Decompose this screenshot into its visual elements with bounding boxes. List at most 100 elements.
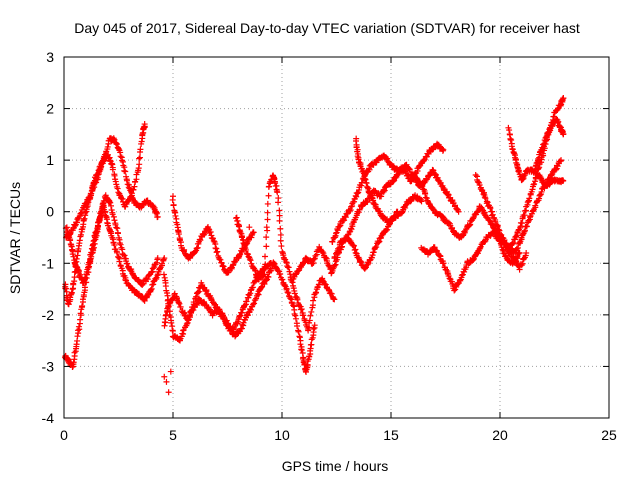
- data-point: [175, 231, 182, 238]
- x-tick-label: 15: [383, 427, 399, 443]
- data-point: [341, 217, 348, 224]
- data-point: [455, 208, 462, 215]
- data-point: [335, 245, 341, 252]
- data-point: [114, 185, 121, 192]
- data-point: [75, 323, 82, 330]
- data-point: [509, 239, 516, 246]
- data-point: [560, 95, 567, 102]
- data-point: [108, 202, 115, 209]
- data-point: [309, 334, 316, 341]
- series-track-10: [289, 208, 401, 283]
- data-point: [291, 290, 298, 297]
- data-point: [117, 153, 124, 160]
- y-tick-label: -3: [42, 358, 55, 374]
- data-point: [133, 200, 140, 207]
- y-tick-label: 2: [46, 101, 54, 117]
- data-point: [470, 256, 477, 263]
- data-point: [451, 287, 458, 294]
- data-point: [79, 302, 86, 309]
- y-tick-label: -2: [42, 307, 55, 323]
- data-point: [298, 306, 305, 313]
- data-point: [301, 259, 308, 266]
- data-point: [275, 199, 282, 206]
- data-point: [109, 166, 116, 173]
- data-point: [298, 346, 305, 353]
- x-tick-label: 5: [169, 427, 177, 443]
- data-point: [351, 242, 358, 249]
- data-point: [354, 190, 361, 197]
- data-point: [310, 297, 317, 304]
- data-point: [217, 256, 224, 263]
- data-point: [440, 146, 447, 153]
- data-point: [300, 312, 307, 319]
- data-point: [297, 341, 304, 348]
- data-point: [537, 191, 544, 198]
- data-point: [88, 253, 95, 260]
- data-point: [89, 245, 96, 252]
- data-point: [164, 305, 171, 312]
- data-point: [519, 260, 526, 267]
- data-point: [310, 256, 317, 263]
- data-point: [263, 277, 270, 284]
- data-point: [114, 225, 121, 232]
- data-point: [285, 264, 292, 271]
- series-track-6: [161, 279, 264, 340]
- data-point: [190, 299, 197, 306]
- y-tick-label: -1: [42, 255, 55, 271]
- y-tick-label: 1: [46, 152, 54, 168]
- data-point: [508, 137, 515, 144]
- data-point: [477, 244, 484, 251]
- data-point: [158, 260, 165, 267]
- series-track-8: [233, 172, 338, 334]
- data-point: [123, 277, 130, 284]
- series-isolated: [161, 193, 270, 396]
- data-point: [261, 271, 268, 278]
- data-point: [169, 327, 176, 334]
- data-point: [365, 260, 372, 267]
- data-point: [156, 265, 163, 272]
- data-point: [175, 299, 182, 306]
- data-point: [293, 293, 300, 300]
- data-point: [309, 260, 316, 267]
- data-point: [176, 300, 183, 307]
- data-point: [513, 233, 520, 240]
- data-point: [419, 183, 426, 190]
- data-point: [538, 188, 545, 195]
- data-point: [136, 155, 143, 162]
- data-point: [495, 226, 502, 233]
- data-point: [77, 231, 84, 238]
- data-point: [251, 300, 258, 307]
- data-point: [67, 294, 74, 301]
- y-axis-label: SDTVAR / TECUs: [7, 182, 23, 294]
- data-point: [241, 243, 248, 250]
- data-point: [307, 312, 314, 319]
- data-point: [526, 195, 533, 202]
- y-tick-label: 3: [46, 49, 54, 65]
- data-point: [168, 319, 175, 326]
- data-point: [322, 254, 329, 261]
- data-point: [361, 175, 368, 182]
- data-point: [362, 176, 369, 183]
- data-point: [167, 368, 174, 375]
- data-point: [114, 249, 121, 256]
- data-point: [329, 238, 336, 245]
- data-point: [128, 190, 135, 197]
- data-point: [81, 284, 88, 291]
- data-point: [221, 316, 228, 323]
- data-point: [236, 313, 243, 320]
- data-point: [219, 262, 226, 269]
- data-point: [170, 202, 177, 209]
- data-point: [445, 219, 452, 226]
- data-point: [506, 248, 513, 255]
- data-point: [136, 161, 143, 168]
- data-point: [74, 333, 81, 340]
- data-point: [194, 289, 201, 296]
- data-point: [112, 221, 119, 228]
- data-point: [284, 289, 291, 296]
- data-points: [62, 95, 567, 396]
- data-point: [207, 228, 214, 235]
- data-point: [285, 289, 292, 296]
- data-point: [437, 179, 444, 186]
- axis-ticks: 0 5 10 15 20 25 -4 -3 -2 -1 0 1 2 3: [42, 49, 617, 443]
- x-tick-label: 20: [492, 427, 508, 443]
